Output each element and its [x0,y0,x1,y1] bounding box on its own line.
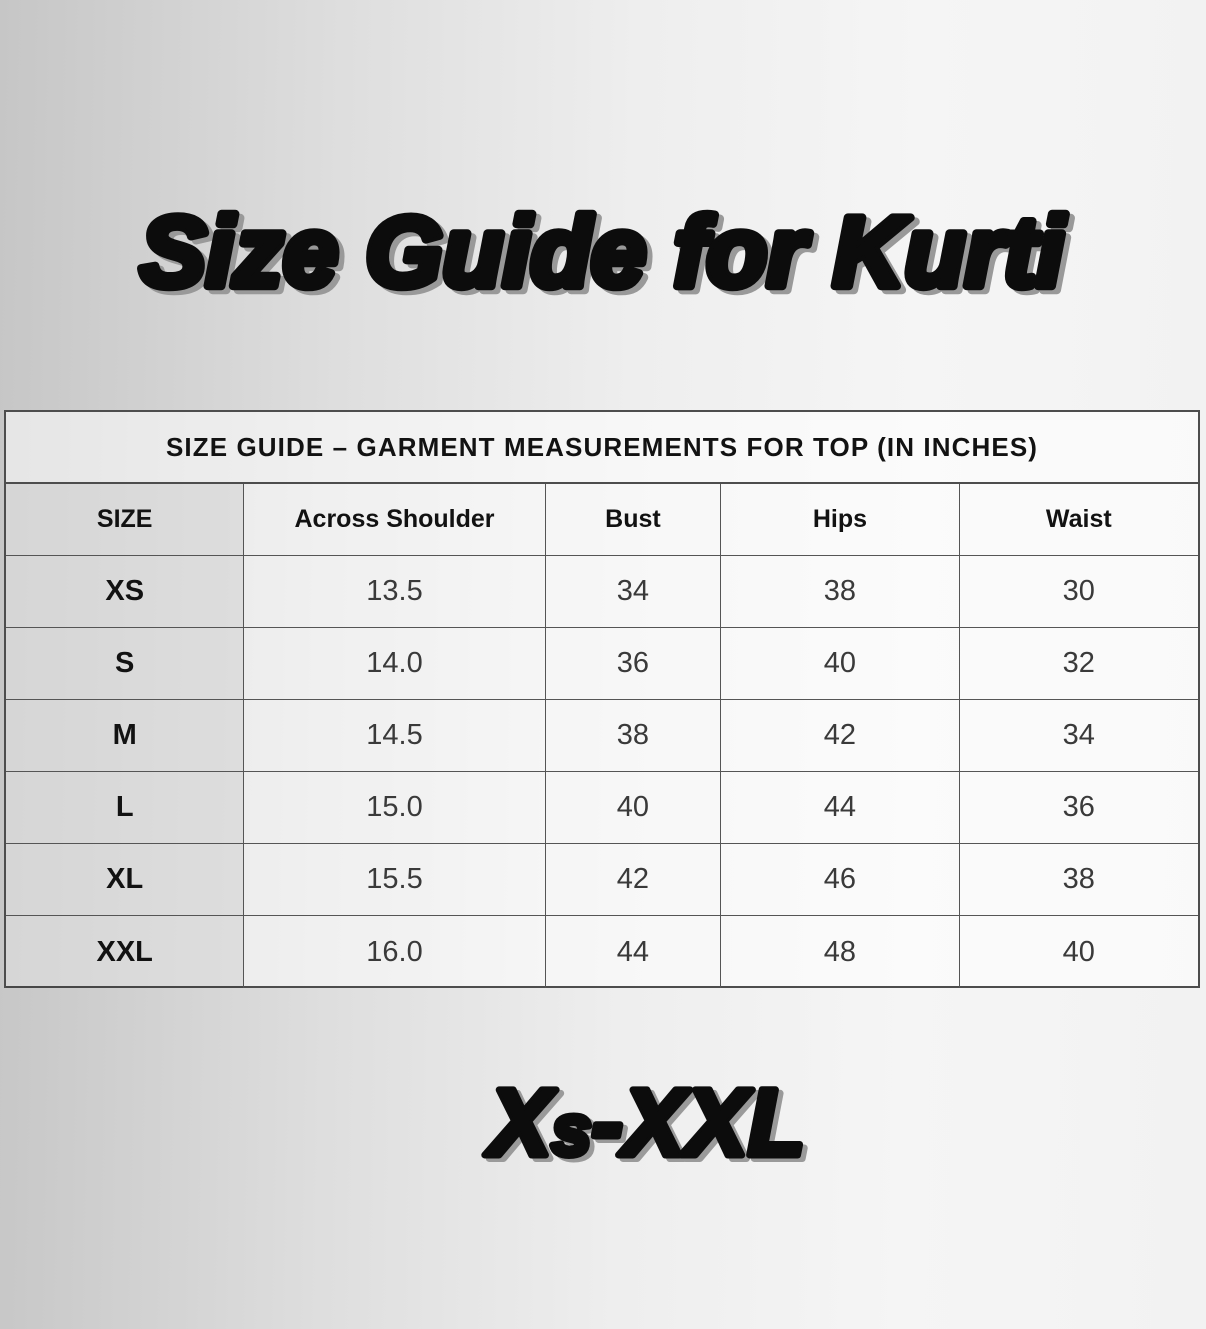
svg-text:Size Guide for Kurti: Size Guide for Kurti [140,196,1067,307]
svg-text:Xs-XXL: Xs-XXL [484,1075,805,1175]
